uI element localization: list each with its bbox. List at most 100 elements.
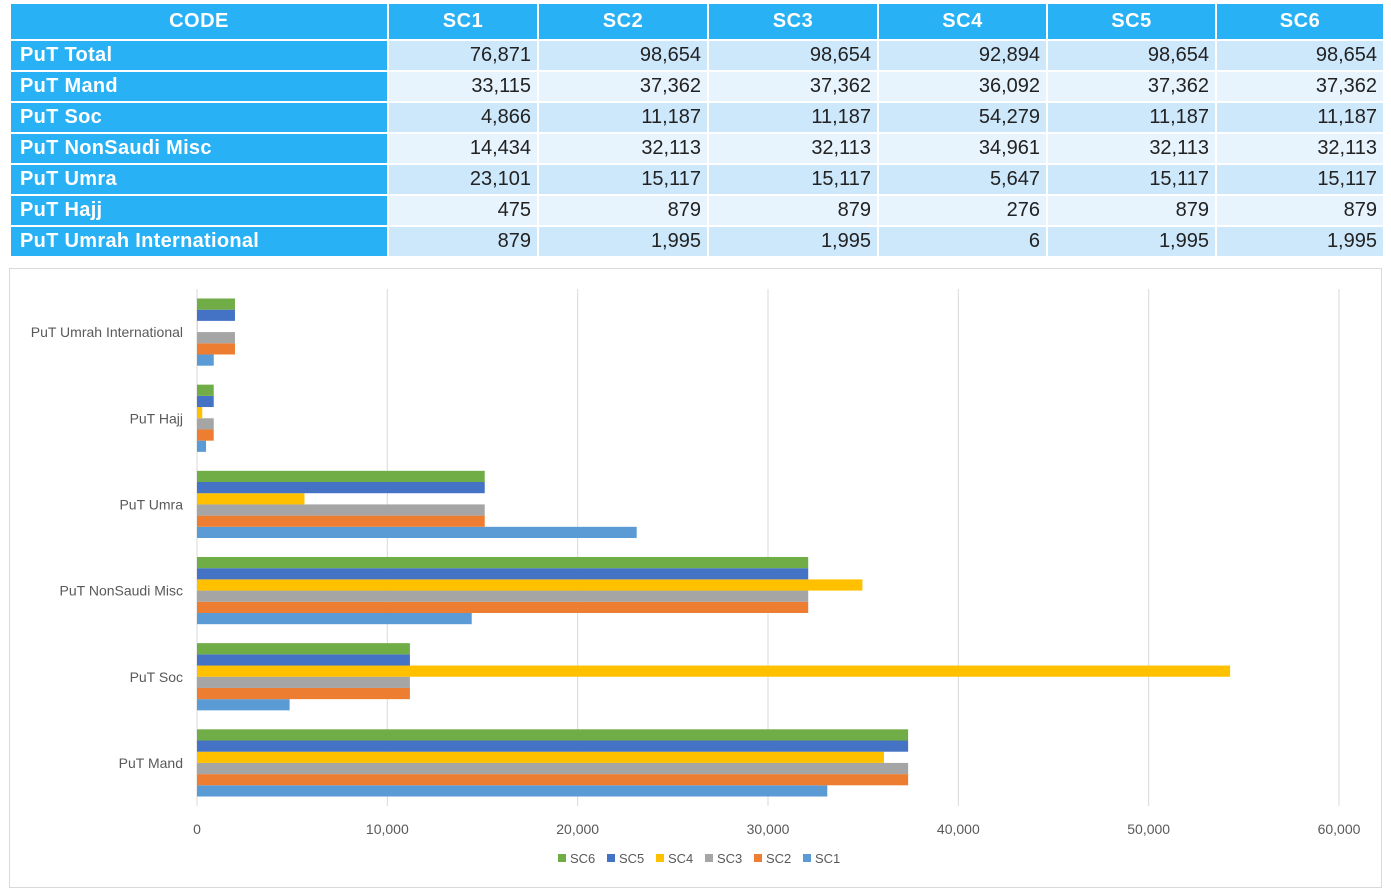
x-tick-label: 0: [193, 821, 201, 837]
table-cell: 34,961: [879, 134, 1046, 163]
category-label: PuT Umrah International: [31, 324, 183, 340]
legend-label-sc6: SC6: [570, 851, 595, 866]
legend-swatch-sc4: [656, 854, 664, 862]
bar-sc4: [197, 493, 305, 505]
bar-sc6: [197, 643, 410, 655]
table-cell: 37,362: [1217, 72, 1383, 101]
table-cell: 37,362: [539, 72, 707, 101]
table-cell: 879: [389, 227, 537, 256]
bar-sc2: [197, 343, 235, 355]
table-cell: 32,113: [1217, 134, 1383, 163]
table-cell: 14,434: [389, 134, 537, 163]
table-cell: 76,871: [389, 41, 537, 70]
bar-sc3: [197, 332, 235, 344]
table-cell: 98,654: [1217, 41, 1383, 70]
table-cell: 54,279: [879, 103, 1046, 132]
table-cell: 33,115: [389, 72, 537, 101]
table-cell: 37,362: [1048, 72, 1215, 101]
table-cell: 11,187: [1217, 103, 1383, 132]
bar-sc6: [197, 556, 809, 569]
table-row: PuT NonSaudi Misc 14,434 32,113 32,113 3…: [11, 134, 1383, 163]
header-code: CODE: [11, 4, 387, 39]
table-cell: 32,113: [1048, 134, 1215, 163]
bar-sc2: [197, 774, 909, 786]
table-cell: 32,113: [709, 134, 877, 163]
header-sc3: SC3: [709, 4, 877, 39]
table-cell: 11,187: [709, 103, 877, 132]
bar-sc2: [197, 515, 485, 527]
legend-swatch-sc6: [558, 854, 566, 862]
table-header-row: CODE SC1 SC2 SC3 SC4 SC5 SC6: [11, 4, 1383, 39]
bar-sc4: [197, 320, 198, 333]
legend-swatch-sc5: [607, 854, 615, 862]
table-cell: 11,187: [539, 103, 707, 132]
bar-sc2: [197, 429, 214, 441]
bar-sc4: [197, 579, 863, 591]
bar-sc5: [197, 740, 909, 752]
row-label: PuT Umrah International: [11, 227, 387, 256]
bar-sc3: [197, 504, 485, 516]
row-label: PuT Hajj: [11, 196, 387, 225]
table-row: PuT Umra 23,101 15,117 15,117 5,647 15,1…: [11, 165, 1383, 194]
bar-sc4: [197, 751, 884, 763]
table-cell: 36,092: [879, 72, 1046, 101]
legend-swatch-sc1: [803, 854, 811, 862]
table-cell: 1,995: [709, 227, 877, 256]
bar-sc1: [197, 526, 637, 539]
header-sc6: SC6: [1217, 4, 1383, 39]
table-cell: 1,995: [539, 227, 707, 256]
table-cell: 98,654: [1048, 41, 1215, 70]
table-row: PuT Soc 4,866 11,187 11,187 54,279 11,18…: [11, 103, 1383, 132]
table-cell: 23,101: [389, 165, 537, 194]
table-row: PuT Mand 33,115 37,362 37,362 36,092 37,…: [11, 72, 1383, 101]
bar-sc6: [197, 298, 235, 310]
category-label: PuT NonSaudi Misc: [60, 583, 183, 599]
table-row: PuT Umrah International 879 1,995 1,995 …: [11, 227, 1383, 256]
legend-label-sc4: SC4: [668, 851, 693, 866]
bar-sc5: [197, 568, 809, 580]
header-sc4: SC4: [879, 4, 1046, 39]
table-cell: 879: [709, 196, 877, 225]
bar-sc6: [197, 384, 214, 396]
table-cell: 6: [879, 227, 1046, 256]
bar-sc1: [197, 699, 290, 711]
x-tick-label: 10,000: [366, 821, 409, 837]
table-cell: 5,647: [879, 165, 1046, 194]
bar-sc5: [197, 309, 235, 321]
chart-area: 0 10,000 20,000 30,000 40,000 50,000 60,000 PuT…: [9, 268, 1382, 888]
bar-sc5: [197, 482, 485, 494]
bar-sc4: [197, 665, 1231, 677]
bar-sc6: [197, 729, 909, 741]
x-tick-label: 60,000: [1318, 821, 1361, 837]
x-tick-label: 40,000: [937, 821, 980, 837]
category-label: PuT Umra: [119, 496, 183, 512]
table-cell: 1,995: [1048, 227, 1215, 256]
table-cell: 4,866: [389, 103, 537, 132]
header-sc1: SC1: [389, 4, 537, 39]
table-row: PuT Total 76,871 98,654 98,654 92,894 98…: [11, 41, 1383, 70]
legend-label-sc2: SC2: [766, 851, 791, 866]
row-label: PuT Soc: [11, 103, 387, 132]
row-label: PuT Umra: [11, 165, 387, 194]
legend-label-sc1: SC1: [815, 851, 840, 866]
table-cell: 15,117: [1217, 165, 1383, 194]
table-cell: 98,654: [539, 41, 707, 70]
table-cell: 15,117: [1048, 165, 1215, 194]
bar-sc2: [197, 687, 410, 700]
bar-sc4: [197, 407, 203, 419]
table-cell: 475: [389, 196, 537, 225]
table-cell: 98,654: [709, 41, 877, 70]
table-cell: 32,113: [539, 134, 707, 163]
bar-sc5: [197, 395, 214, 408]
table-cell: 879: [1217, 196, 1383, 225]
row-label: PuT NonSaudi Misc: [11, 134, 387, 163]
bar-sc1: [197, 612, 472, 625]
table-cell: 1,995: [1217, 227, 1383, 256]
bar-sc3: [197, 418, 214, 430]
row-label: PuT Total: [11, 41, 387, 70]
table-cell: 92,894: [879, 41, 1046, 70]
table-row: PuT Hajj 475 879 879 276 879 879: [11, 196, 1383, 225]
x-tick-label: 20,000: [556, 821, 599, 837]
table-cell: 37,362: [709, 72, 877, 101]
bar-sc3: [197, 676, 410, 688]
